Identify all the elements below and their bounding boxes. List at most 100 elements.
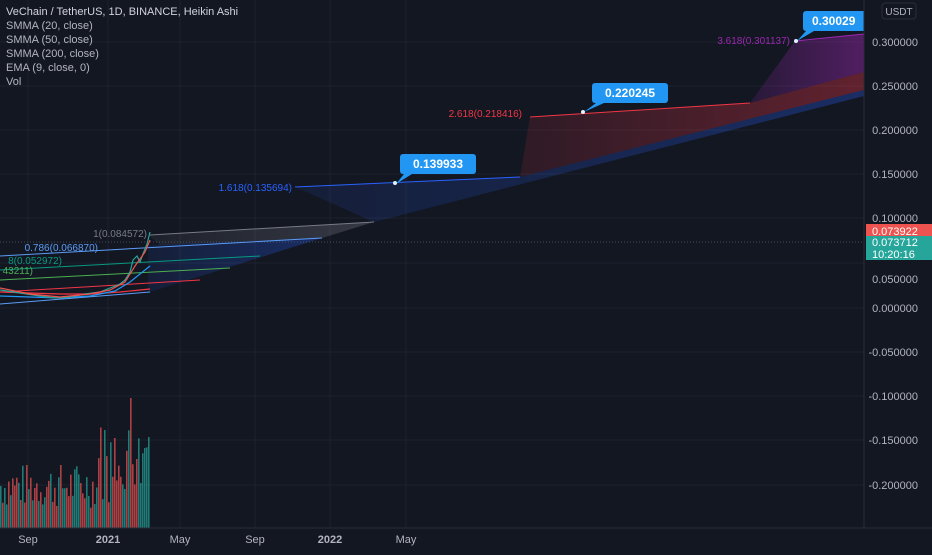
- volume-bar: [18, 482, 20, 528]
- price-tick: 0.250000: [872, 81, 918, 93]
- ema-9-line: [0, 239, 151, 298]
- fib-label-0618: 8(0.052972): [8, 256, 62, 267]
- volume-bar: [148, 437, 150, 528]
- volume-bar: [108, 502, 110, 528]
- volume-bar: [114, 438, 116, 528]
- volume-bar: [146, 447, 148, 528]
- current-price-badge: [866, 236, 932, 260]
- volume-bar: [2, 502, 4, 528]
- callout-030029[interactable]: 0.30029: [794, 11, 873, 43]
- callout-0220245[interactable]: 0.220245: [581, 83, 668, 114]
- fib-channel[interactable]: [0, 33, 865, 305]
- fib-line-0618: [0, 255, 261, 271]
- volume-bar: [54, 487, 56, 528]
- volume-bar: [20, 500, 22, 528]
- callout-value: 0.220245: [605, 86, 655, 100]
- volume-bar: [138, 438, 140, 528]
- volume-bar: [46, 486, 48, 528]
- indicator-smma-20[interactable]: SMMA (20, close): [6, 20, 93, 32]
- volume-bar: [36, 483, 38, 528]
- price-tick: 0.050000: [872, 274, 918, 286]
- time-tick: Sep: [245, 534, 265, 546]
- fib-labels: 3.618(0.301137) 2.618(0.218416) 1.618(0.…: [3, 36, 790, 277]
- fib-line-0786: [0, 237, 323, 257]
- fib-line-3618: [794, 33, 865, 42]
- volume-bar: [72, 495, 74, 528]
- volume-bar: [62, 488, 64, 528]
- fib-label-2618: 2.618(0.218416): [449, 109, 522, 120]
- fib-band-purple: [750, 34, 864, 103]
- volume-bar: [78, 474, 80, 528]
- fib-band-grey: [148, 222, 374, 245]
- volume-bar: [22, 465, 24, 528]
- last-price-badge: [866, 224, 932, 238]
- indicator-smma-200[interactable]: SMMA (200, close): [6, 48, 99, 60]
- last-price-label: 0.073922: [872, 226, 918, 238]
- volume-bar: [90, 507, 92, 528]
- volume-bar: [56, 505, 58, 528]
- volume-bar: [110, 442, 112, 528]
- volume-bar: [102, 499, 104, 528]
- volume-bar: [80, 483, 82, 528]
- volume-bar: [76, 466, 78, 528]
- volume-bar: [82, 493, 84, 528]
- volume-bar: [98, 458, 100, 528]
- volume-bar: [118, 465, 120, 528]
- time-axis[interactable]: Sep 2021 May Sep 2022 May: [0, 527, 932, 550]
- time-tick: May: [396, 534, 417, 546]
- volume-bar: [42, 504, 44, 528]
- volume-bar: [70, 474, 72, 528]
- price-axis[interactable]: USDT 0.300000 0.250000 0.200000 0.150000…: [863, 0, 932, 528]
- volume-bar: [128, 430, 130, 528]
- volume-bar: [16, 477, 18, 528]
- price-tick: 0.200000: [872, 125, 918, 137]
- volume-bar: [58, 477, 60, 528]
- fib-band-red: [520, 72, 864, 177]
- fib-label-3618: 3.618(0.301137): [717, 36, 790, 47]
- volume-bar: [94, 503, 96, 528]
- volume-bar: [50, 473, 52, 528]
- volume-bar: [120, 476, 122, 528]
- fib-band-blue: [295, 90, 864, 222]
- price-tick: -0.100000: [868, 391, 918, 403]
- fib-line-2618: [529, 102, 751, 118]
- volume-bar: [10, 495, 12, 528]
- time-tick: Sep: [18, 534, 38, 546]
- volume-bar: [8, 481, 10, 528]
- volume-bar: [48, 480, 50, 528]
- fib-line-0: [0, 291, 151, 305]
- volume-bar: [32, 500, 34, 528]
- volume-bar: [28, 489, 30, 528]
- volume-bar: [84, 498, 86, 528]
- volume-bar: [4, 488, 6, 528]
- fib-line-05: [0, 267, 231, 281]
- volume-bar: [66, 487, 68, 528]
- volume-bar: [30, 477, 32, 528]
- volume-bar: [26, 464, 28, 528]
- volume-bar: [60, 465, 62, 528]
- volume-bar: [126, 450, 128, 528]
- price-series[interactable]: [0, 231, 151, 299]
- volume-bar: [92, 481, 94, 528]
- fib-label-1: 1(0.084572): [93, 229, 147, 240]
- volume-bar: [104, 430, 106, 528]
- volume-bar: [136, 459, 138, 528]
- fib-line-0382: [0, 279, 201, 293]
- callout-0139933[interactable]: 0.139933: [393, 154, 476, 185]
- symbol-title[interactable]: VeChain / TetherUS, 1D, BINANCE, Heikin …: [6, 6, 239, 18]
- indicator-vol[interactable]: Vol: [6, 76, 22, 88]
- volume-bar: [64, 488, 66, 528]
- volume-bar: [74, 469, 76, 528]
- volume-bar: [88, 495, 90, 528]
- indicator-smma-50[interactable]: SMMA (50, close): [6, 34, 93, 46]
- currency-badge: [881, 2, 917, 20]
- volume-bar: [134, 484, 136, 528]
- indicator-ema-9[interactable]: EMA (9, close, 0): [6, 62, 90, 74]
- volume-bar: [100, 427, 102, 528]
- fib-label-0786: 0.786(0.066870): [25, 243, 98, 254]
- chart-legend: VeChain / TetherUS, 1D, BINANCE, Heikin …: [6, 5, 238, 89]
- countdown-label: 10:20:16: [872, 249, 915, 261]
- time-tick: May: [170, 534, 191, 546]
